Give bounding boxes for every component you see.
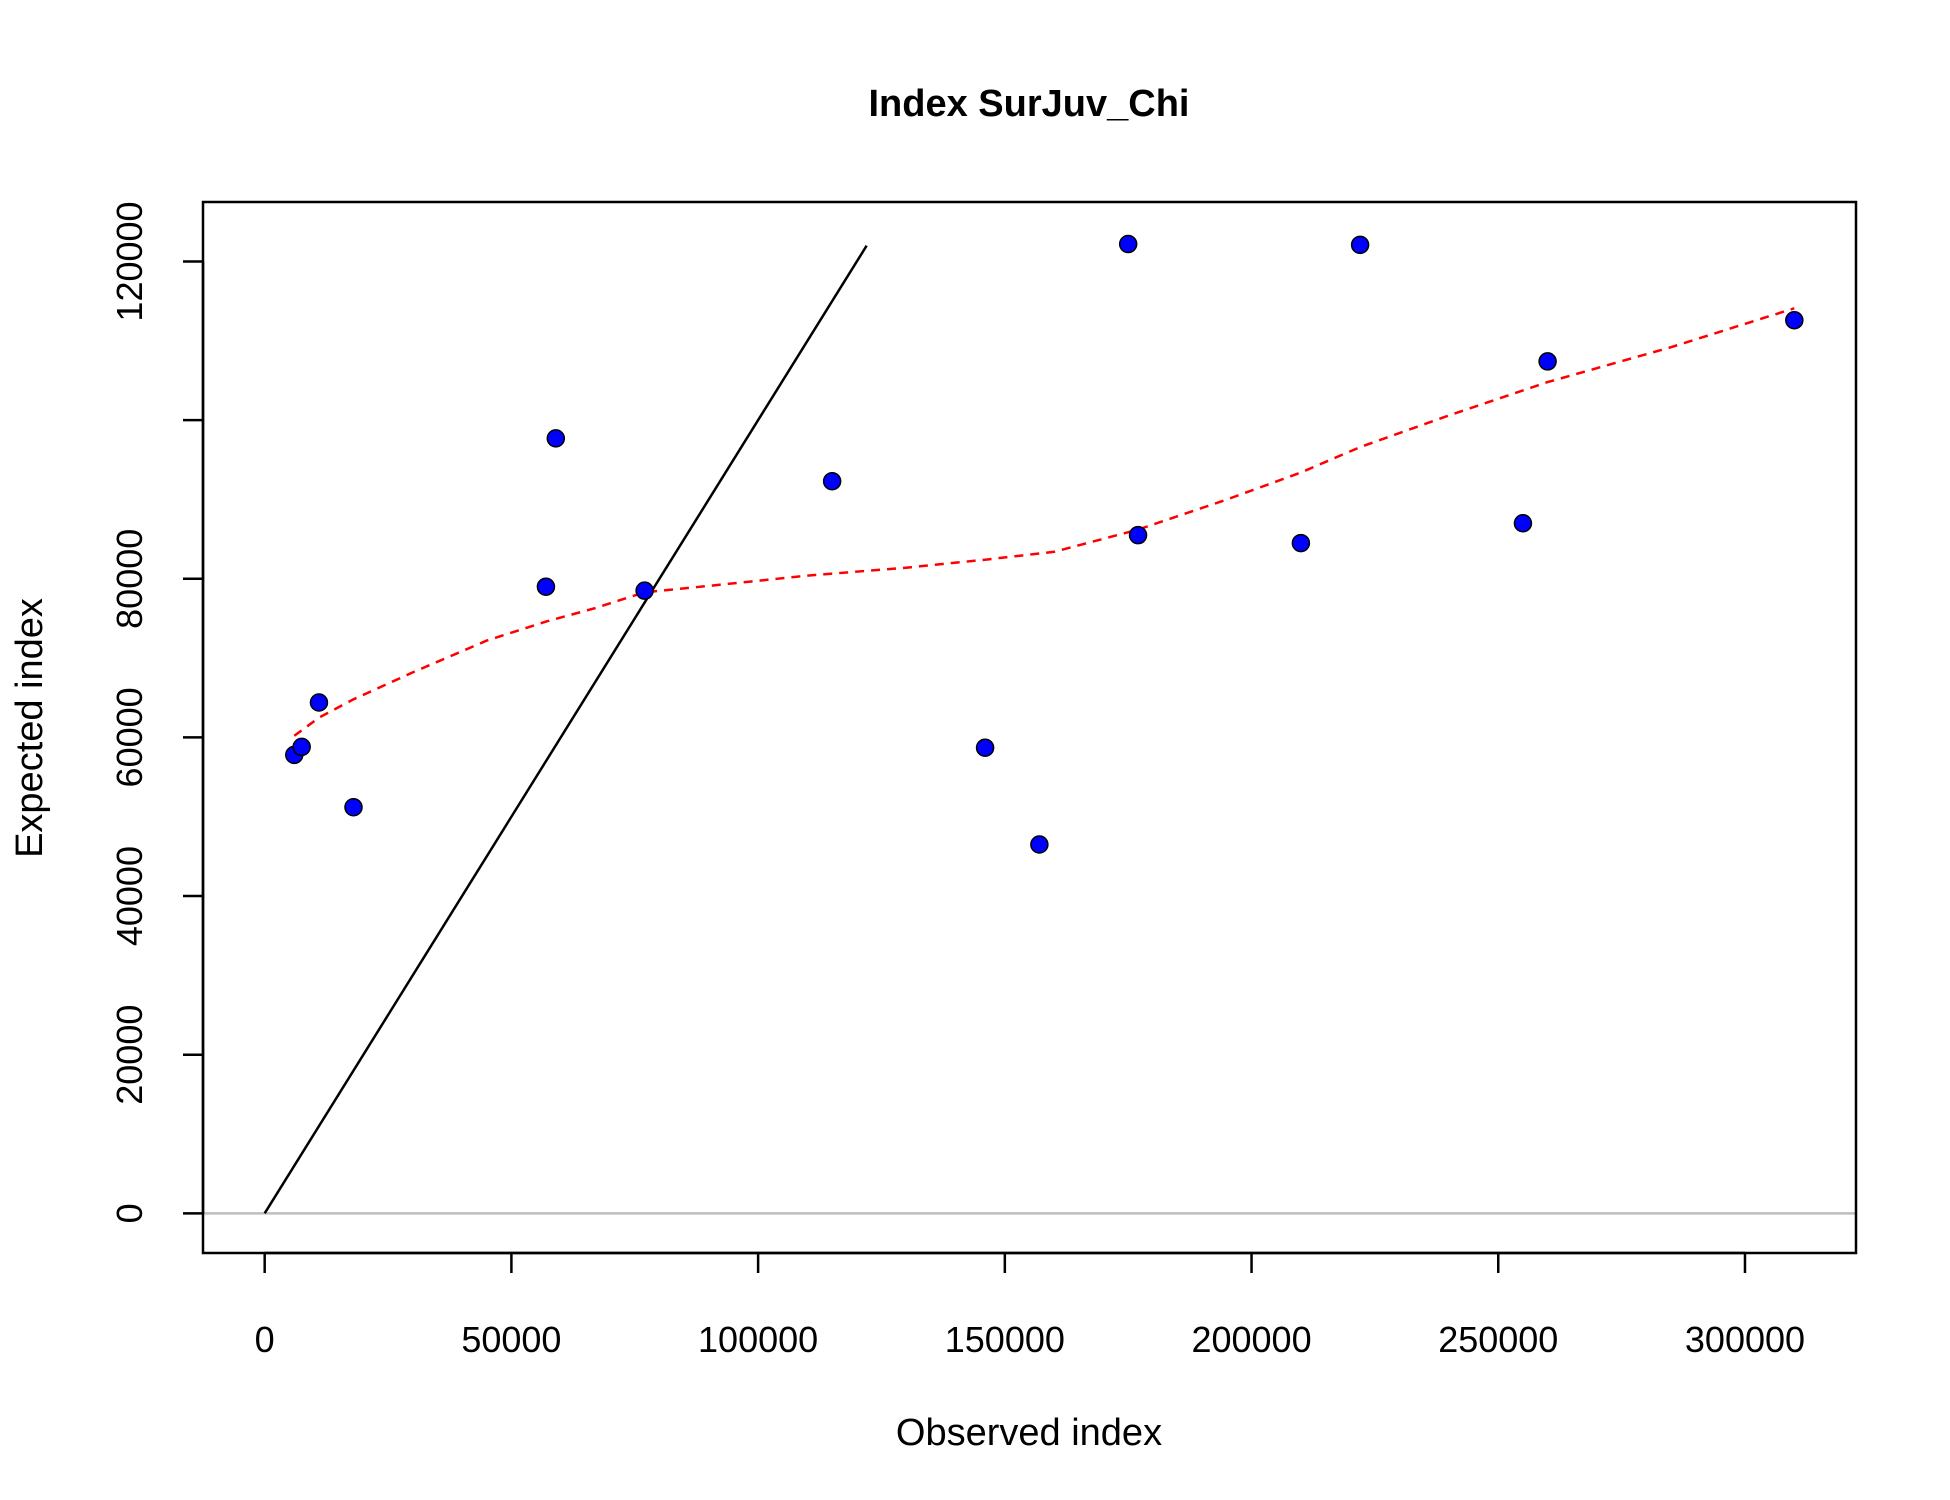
- data-point: [1030, 835, 1049, 854]
- y-axis: 0 20000 40000 60000 80000 120000: [109, 201, 205, 1223]
- x-tick-label: 200000: [1191, 1319, 1311, 1360]
- x-tick-label: 250000: [1438, 1319, 1558, 1360]
- x-tick-label: 0: [255, 1319, 275, 1360]
- y-tick-label: 80000: [109, 529, 150, 629]
- plot-content: [203, 234, 1856, 1215]
- data-point: [1128, 525, 1148, 545]
- x-axis-label: Observed index: [896, 1412, 1162, 1454]
- data-point: [546, 429, 566, 448]
- x-tick-label: 150000: [945, 1319, 1065, 1360]
- x-tick-label: 300000: [1685, 1319, 1805, 1360]
- data-point: [344, 797, 363, 817]
- smoother-line: [293, 307, 1795, 737]
- data-point: [1538, 352, 1557, 371]
- data-point: [292, 737, 311, 757]
- data-point: [1291, 533, 1311, 553]
- data-point: [1785, 310, 1804, 330]
- y-tick-label: 120000: [109, 201, 150, 321]
- y-tick-label: 0: [109, 1203, 150, 1223]
- x-tick-label: 100000: [698, 1319, 818, 1360]
- chart-title: Index SurJuv_Chi: [869, 83, 1190, 125]
- data-point: [1118, 234, 1138, 254]
- data-point: [1513, 513, 1533, 533]
- x-axis: 0 50000 100000 150000 200000 250000 300000: [255, 1251, 1805, 1360]
- data-point: [1350, 235, 1370, 255]
- x-tick-label: 50000: [461, 1319, 561, 1360]
- data-point: [635, 581, 654, 600]
- data-point: [822, 471, 842, 491]
- data-point: [975, 738, 995, 757]
- data-point: [309, 693, 329, 712]
- y-tick-label: 40000: [109, 846, 150, 946]
- y-axis-label: Expected index: [9, 598, 51, 858]
- y-tick-label: 60000: [109, 687, 150, 787]
- y-tick-label: 20000: [109, 1005, 150, 1105]
- identity-line: [263, 244, 868, 1214]
- data-point: [536, 577, 556, 596]
